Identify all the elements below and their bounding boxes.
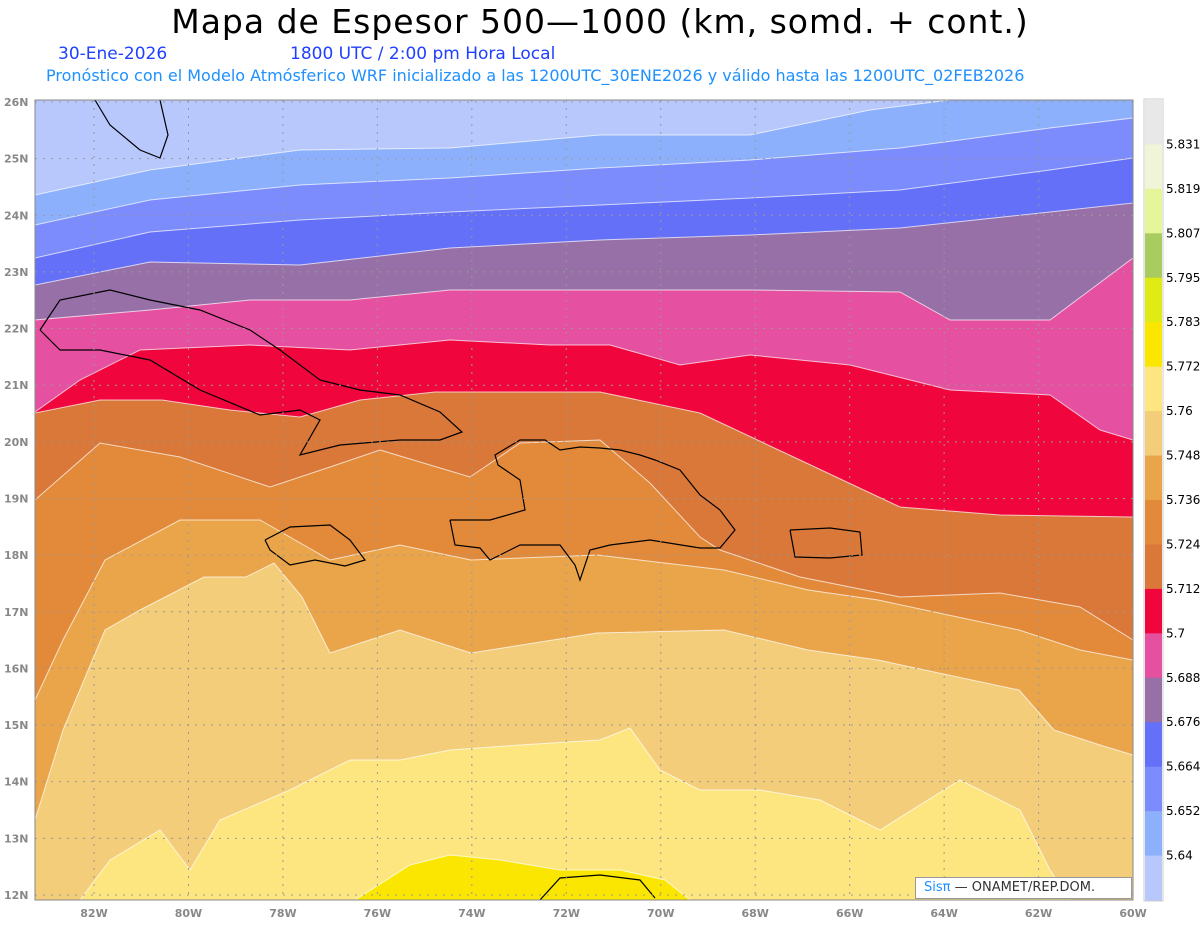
colorbar-label: 5.64: [1166, 849, 1193, 863]
lat-label: 21N: [4, 379, 29, 392]
coastline-jamaica: [264, 524, 366, 567]
lat-label: 14N: [4, 776, 29, 789]
map-title: Mapa de Espesor 500—1000 (km, somd. + co…: [171, 2, 1029, 41]
lat-label: 19N: [4, 492, 29, 505]
lat-label: 16N: [4, 662, 29, 675]
coastline-cuba: [39, 289, 464, 456]
coastline-hispaniola: [449, 439, 736, 582]
credit-box: Sisπ — ONAMET/REP.DOM.: [915, 877, 1132, 899]
thickness-bands: [34, 99, 1134, 901]
coastline-south-america: [539, 874, 656, 901]
lon-label: 74W: [458, 907, 485, 920]
lon-label: 82W: [80, 907, 107, 920]
lat-label: 13N: [4, 832, 29, 845]
colorbar-swatch: [1145, 366, 1162, 412]
colorbar-label: 5.676: [1166, 715, 1200, 729]
lon-label: 78W: [269, 907, 296, 920]
band-5.76: [79, 727, 1071, 901]
lat-label: 23N: [4, 266, 29, 279]
lon-label: 64W: [930, 907, 957, 920]
colorbar-swatch: [1145, 588, 1162, 634]
colorbar-label: 5.748: [1166, 449, 1200, 463]
colorbar-swatch: [1145, 500, 1162, 545]
lon-label: 80W: [175, 907, 202, 920]
colorbar-swatch: [1145, 544, 1162, 590]
colorbar-swatch: [1145, 100, 1162, 145]
colorbar-swatch: [1145, 411, 1162, 457]
colorbar-label: 5.831: [1166, 137, 1200, 151]
lat-label: 18N: [4, 549, 29, 562]
lat-label: 26N: [4, 96, 29, 109]
lat-label: 20N: [4, 436, 29, 449]
colorbar-swatch: [1145, 633, 1162, 679]
model-info: Pronóstico con el Modelo Atmósferico WRF…: [46, 66, 1025, 85]
credit-text: — ONAMET/REP.DOM.: [950, 880, 1096, 895]
lon-label: 72W: [553, 907, 580, 920]
colorbar-label: 5.652: [1166, 804, 1200, 818]
credit-brand: Sisπ: [924, 880, 951, 895]
colorbar-label: 5.795: [1166, 271, 1200, 285]
colorbar: 5.831 5.819 5.807 5.795 5.783 5.772 5.76 5.748 5…: [1143, 98, 1200, 902]
colorbar-label: 5.772: [1166, 360, 1200, 374]
colorbar-swatch: [1145, 188, 1162, 234]
lon-label: 70W: [647, 907, 674, 920]
colorbar-label: 5.783: [1166, 315, 1200, 329]
lon-label: 68W: [741, 907, 768, 920]
coastlines: [39, 99, 863, 901]
coastline-puerto-rico: [789, 527, 863, 559]
lat-label: 12N: [4, 889, 29, 902]
colorbar-swatch: [1145, 855, 1162, 901]
colorbar-label: 5.688: [1166, 671, 1200, 685]
colorbar-swatch: [1145, 277, 1162, 323]
colorbar-label: 5.76: [1166, 404, 1193, 418]
colorbar-label: 5.724: [1166, 537, 1200, 551]
map-frame: [34, 99, 1134, 901]
colorbar-label: 5.819: [1166, 182, 1200, 196]
lon-label: 66W: [836, 907, 863, 920]
forecast-date: 30-Ene-2026: [58, 44, 168, 64]
colorbar-label: 5.7: [1166, 626, 1185, 640]
colorbar-label: 5.736: [1166, 493, 1200, 507]
coastline-florida: [94, 99, 169, 159]
lon-label: 62W: [1025, 907, 1052, 920]
lat-label: 17N: [4, 606, 29, 619]
colorbar-swatch: [1145, 677, 1162, 723]
lat-label: 22N: [4, 323, 29, 336]
lon-label: 76W: [364, 907, 391, 920]
lat-label: 24N: [4, 209, 29, 222]
colorbar-label: 5.664: [1166, 760, 1200, 774]
colorbar-swatch: [1145, 233, 1162, 279]
colorbar-swatch: [1145, 322, 1162, 368]
colorbar-swatch: [1145, 722, 1162, 768]
band-5.772: [353, 854, 692, 901]
colorbar-swatch: [1145, 811, 1162, 857]
colorbar-swatch: [1145, 766, 1162, 812]
lon-label: 60W: [1119, 907, 1146, 920]
lat-label: 15N: [4, 719, 29, 732]
colorbar-swatch: [1145, 455, 1162, 501]
colorbar-swatch: [1145, 144, 1162, 190]
forecast-time: 1800 UTC / 2:00 pm Hora Local: [290, 44, 556, 64]
colorbar-label: 5.807: [1166, 226, 1200, 240]
lat-label: 25N: [4, 153, 29, 166]
colorbar-label: 5.712: [1166, 582, 1200, 596]
colorbar-frame: [1143, 98, 1164, 902]
